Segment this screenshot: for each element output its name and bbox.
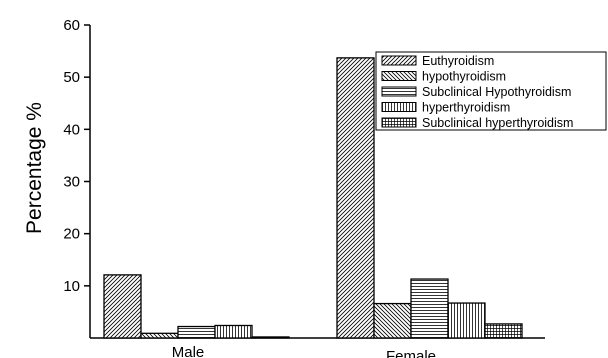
x-tick-label: Female	[386, 348, 436, 358]
y-tick-label: 30	[63, 174, 80, 191]
legend-swatch	[381, 117, 417, 128]
bar-male-hypothyroidism	[140, 332, 179, 339]
y-tick-label: 50	[63, 69, 80, 86]
legend-label: Subclinical hyperthyroidism	[422, 116, 573, 130]
legend-label: hypothyroidism	[422, 70, 506, 84]
bar-female-subclinical-hyperthyroidism	[484, 323, 523, 339]
y-tick-label: 60	[63, 17, 80, 34]
y-tick-label: 10	[63, 278, 80, 295]
bar-female-hypothyroidism	[373, 302, 412, 339]
bar-female-euthyroidism	[336, 57, 375, 339]
y-tick-label: 20	[63, 226, 80, 243]
legend-swatch	[381, 102, 417, 112]
labels: Percentage % Male Female	[23, 102, 436, 358]
legend-label: hyperthyroidism	[422, 101, 510, 115]
y-axis-title: Percentage %	[23, 102, 46, 234]
legend-swatch	[381, 86, 417, 97]
y-tick-label: 40	[63, 121, 80, 138]
bar-male-euthyroidism	[103, 274, 142, 339]
bar-male-subclinical-hyperthyroidism	[251, 336, 290, 339]
bar-female-subclinical-hypothyroidism	[410, 278, 449, 339]
bar-male-hyperthyroidism	[214, 324, 253, 339]
bars	[103, 57, 523, 339]
x-tick-label: Male	[172, 344, 205, 358]
legend-swatch	[381, 71, 417, 81]
bar-female-hyperthyroidism	[447, 302, 486, 339]
legend-swatch	[381, 55, 417, 66]
bar-male-subclinical-hypothyroidism	[177, 325, 216, 339]
legend-label: Euthyroidism	[422, 54, 494, 68]
legend-label: Subclinical Hypothyroidism	[422, 85, 571, 99]
